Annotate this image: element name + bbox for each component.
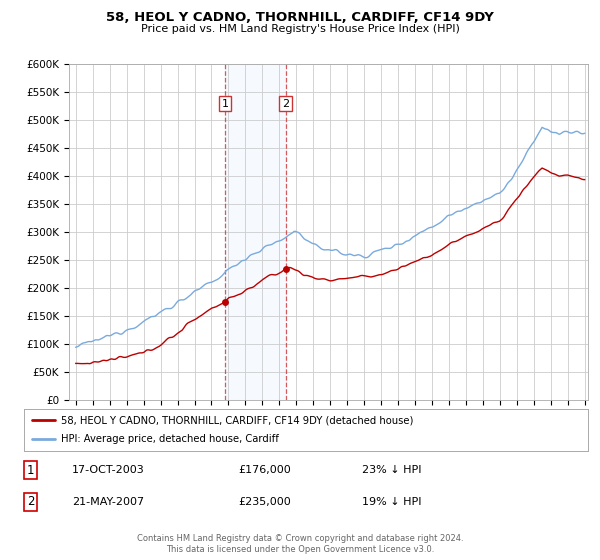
Text: 2: 2 — [27, 496, 35, 508]
Text: HPI: Average price, detached house, Cardiff: HPI: Average price, detached house, Card… — [61, 435, 278, 445]
Text: 2: 2 — [282, 99, 289, 109]
Bar — [225, 64, 286, 400]
Text: £176,000: £176,000 — [238, 465, 291, 475]
Text: £235,000: £235,000 — [238, 497, 291, 507]
Text: Price paid vs. HM Land Registry's House Price Index (HPI): Price paid vs. HM Land Registry's House … — [140, 24, 460, 34]
Text: 21-MAY-2007: 21-MAY-2007 — [72, 497, 144, 507]
Text: Contains HM Land Registry data © Crown copyright and database right 2024.: Contains HM Land Registry data © Crown c… — [137, 534, 463, 543]
Text: 1: 1 — [27, 464, 35, 477]
Text: 58, HEOL Y CADNO, THORNHILL, CARDIFF, CF14 9DY (detached house): 58, HEOL Y CADNO, THORNHILL, CARDIFF, CF… — [61, 415, 413, 425]
Text: 1: 1 — [221, 99, 229, 109]
Text: This data is licensed under the Open Government Licence v3.0.: This data is licensed under the Open Gov… — [166, 545, 434, 554]
Text: 17-OCT-2003: 17-OCT-2003 — [72, 465, 145, 475]
Text: 58, HEOL Y CADNO, THORNHILL, CARDIFF, CF14 9DY: 58, HEOL Y CADNO, THORNHILL, CARDIFF, CF… — [106, 11, 494, 24]
Text: 19% ↓ HPI: 19% ↓ HPI — [362, 497, 422, 507]
Text: 23% ↓ HPI: 23% ↓ HPI — [362, 465, 422, 475]
